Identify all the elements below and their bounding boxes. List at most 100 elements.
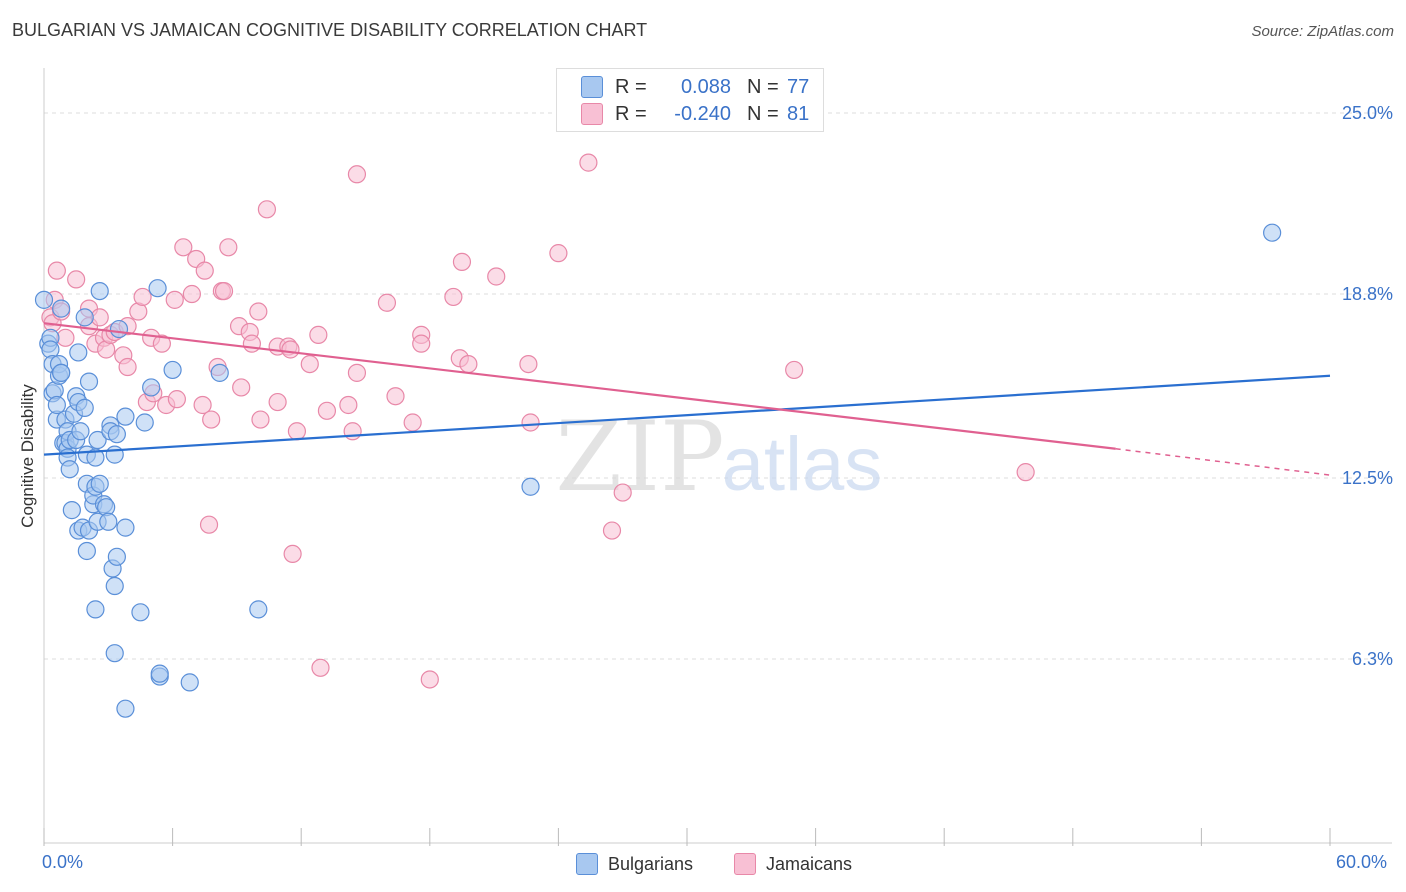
watermark-zip: ZIP	[555, 401, 724, 513]
jamaicans-point-57	[347, 363, 367, 382]
jamaicans-point-64	[420, 670, 439, 689]
jamaicans-point-17	[118, 357, 137, 377]
bulgarians-point-72	[521, 477, 540, 496]
jamaicans-swatch	[581, 103, 603, 125]
jamaicans-point-27	[174, 238, 193, 257]
bulgarians-point-41	[86, 448, 105, 467]
jamaicans-point-39	[232, 378, 251, 397]
bulgarians-point-64	[142, 378, 161, 397]
bulgarians-point-55	[105, 644, 124, 663]
bulgarians-point-45	[90, 281, 109, 301]
y-tick-label-0: 6.3%	[1352, 649, 1393, 669]
jamaicans-point-70	[519, 354, 538, 374]
jamaicans-point-6	[67, 270, 86, 289]
bulgarians-legend-label: Bulgarians	[608, 853, 694, 874]
legend-row-jamaicans: R = -0.240 N = 81	[581, 101, 827, 127]
bulgarians-point-58	[109, 319, 129, 339]
bulgarians-point-53	[105, 445, 124, 464]
trend-lines	[43, 322, 1331, 476]
jamaicans-point-67	[452, 252, 472, 271]
jamaicans-point-68	[459, 354, 478, 374]
y-tick-label-3: 25.0%	[1342, 103, 1393, 123]
bulgarians-point-63	[135, 413, 154, 432]
jamaicans-point-28	[182, 284, 201, 304]
legend-item-bulgarians[interactable]: Bulgarians	[576, 853, 693, 875]
bulgarians-point-56	[107, 547, 126, 566]
jamaicans-point-44	[257, 200, 277, 219]
jamaicans-point-60	[386, 387, 405, 406]
bulgarians-point-67	[150, 664, 169, 683]
bulgarians-point-68	[163, 360, 182, 380]
bulgarians-point-12	[52, 299, 71, 318]
bulgarians-point-70	[210, 363, 229, 382]
jamaicans-point-58	[347, 165, 367, 184]
series-legend: Bulgarians Jamaicans	[0, 853, 1406, 877]
jamaicans-legend-label: Jamaicans	[766, 853, 853, 874]
bulgarians-point-44	[88, 430, 107, 450]
watermark: ZIP atlas	[555, 401, 882, 513]
jamaicans-trend-line	[43, 322, 1116, 450]
legend-row-bulgarians: R = 0.088 N = 77	[581, 74, 827, 100]
bulgarians-point-0	[34, 290, 54, 309]
jamaicans-point-53	[311, 658, 330, 677]
jamaicans-point-75	[613, 483, 632, 502]
jamaicans-point-31	[195, 261, 214, 280]
bulgarians-point-60	[116, 407, 135, 426]
jamaicans-point-69	[487, 267, 506, 286]
jamaicans-point-56	[343, 422, 362, 441]
bulgarians-point-37	[79, 372, 99, 391]
bulgarians-point-71	[249, 600, 268, 619]
jamaicans-point-49	[283, 544, 302, 564]
jamaicans-points	[41, 153, 1035, 689]
bulgarians-trend-line	[43, 374, 1331, 456]
bulgarians-point-59	[116, 518, 135, 537]
watermark-atlas: atlas	[722, 422, 883, 507]
n-label: N =	[747, 102, 779, 125]
jamaicans-point-54	[317, 401, 337, 420]
grid-lines	[44, 112, 1392, 660]
jamaicans-point-42	[249, 302, 268, 321]
bulgarians-point-61	[116, 699, 135, 718]
y-tick-label-2: 18.8%	[1342, 284, 1393, 304]
bulgarians-point-8	[47, 395, 66, 415]
jamaicans-point-36	[214, 281, 234, 301]
n-label: N =	[747, 75, 779, 98]
y-tick-labels: 6.3% 12.5% 18.8% 25.0%	[1342, 103, 1393, 669]
jamaicans-point-50	[287, 422, 307, 441]
bulgarians-point-20	[60, 460, 79, 479]
jamaicans-trend-extension	[1115, 448, 1331, 476]
bulgarians-point-26	[69, 343, 88, 362]
jamaicans-point-52	[309, 325, 328, 344]
bulgarians-legend-swatch	[576, 853, 598, 875]
jamaicans-point-55	[339, 395, 358, 415]
jamaicans-point-76	[785, 360, 804, 380]
jamaicans-point-71	[521, 413, 540, 432]
y-axis-label: Cognitive Disability	[18, 384, 37, 528]
bulgarians-point-29	[71, 422, 90, 441]
bulgarians-n-value: 77	[787, 75, 810, 98]
bulgarians-r-value: 0.088	[680, 75, 731, 98]
bulgarians-point-40	[86, 600, 105, 619]
r-label: R =	[615, 75, 647, 98]
r-label: R =	[615, 102, 647, 125]
y-tick-label-1: 12.5%	[1342, 468, 1393, 488]
jamaicans-point-59	[377, 293, 397, 312]
bulgarians-point-31	[75, 398, 94, 417]
jamaicans-point-46	[268, 392, 287, 412]
bulgarians-point-62	[131, 603, 150, 622]
bulgarians-point-54	[105, 576, 124, 596]
jamaicans-point-23	[152, 334, 171, 353]
jamaicans-point-25	[165, 290, 184, 309]
jamaicans-point-48	[281, 340, 300, 359]
bulgarians-point-65	[148, 279, 167, 298]
jamaicans-n-value: 81	[787, 102, 810, 125]
axes	[43, 68, 1392, 846]
legend-item-jamaicans[interactable]: Jamaicans	[734, 853, 852, 875]
bulgarians-point-22	[62, 501, 81, 520]
jamaicans-point-32	[199, 515, 219, 534]
bulgarians-point-32	[75, 308, 94, 327]
jamaicans-point-77	[1016, 463, 1035, 482]
bulgarians-point-49	[99, 512, 118, 531]
jamaicans-point-63	[412, 334, 431, 353]
